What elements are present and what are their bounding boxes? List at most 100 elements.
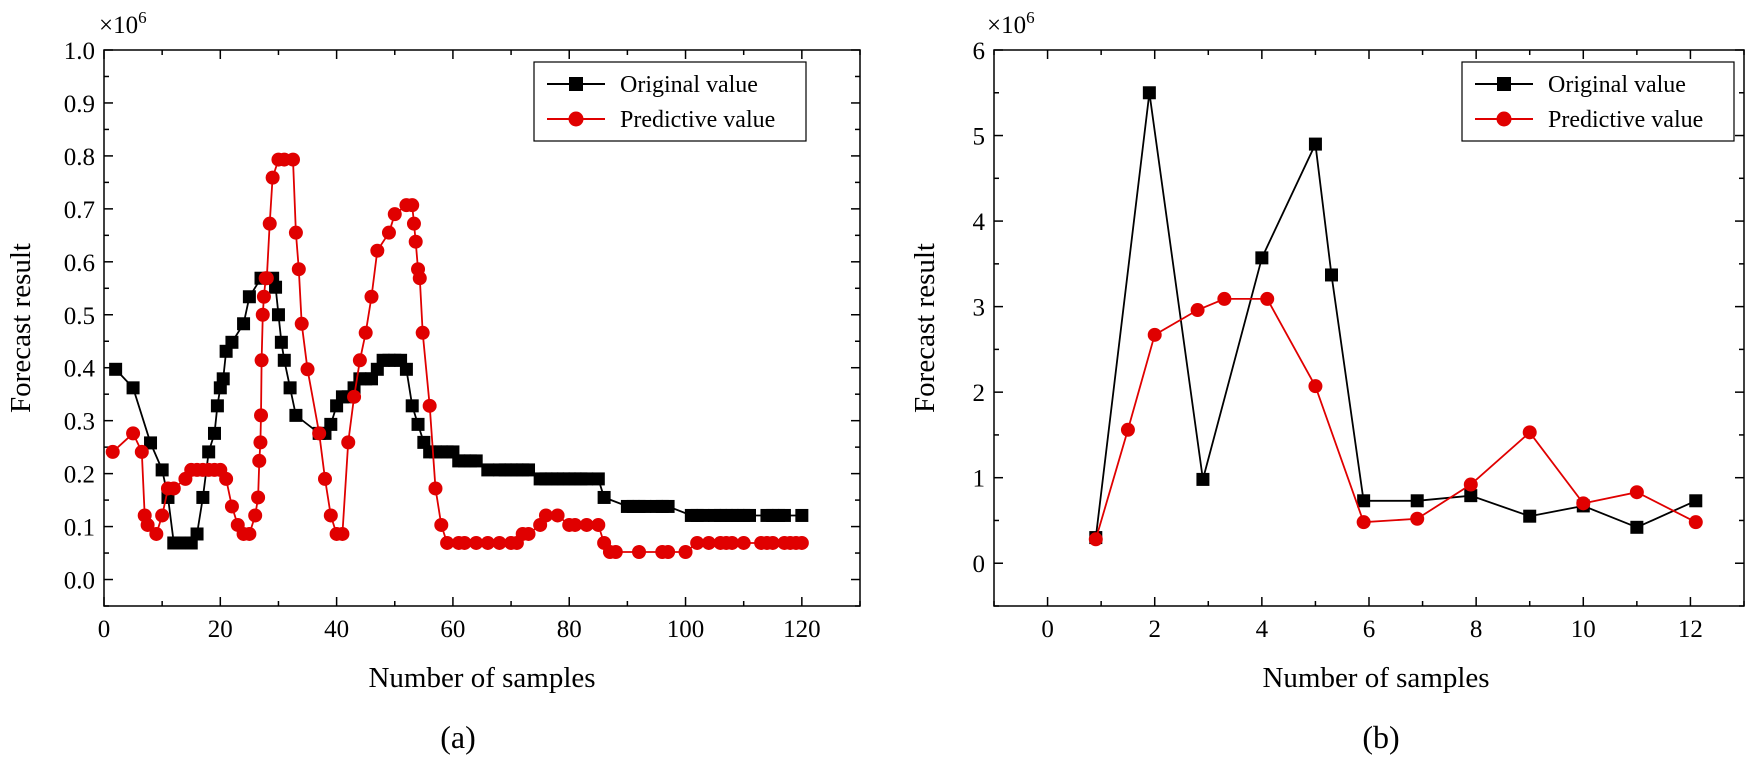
panel-a-x-tick-label: 80 — [557, 616, 582, 643]
panel-a-predictive-point — [550, 508, 565, 523]
panel-a-original-point — [743, 508, 757, 522]
panel-a-y-tick-label: 0.4 — [64, 356, 96, 383]
panel-a-predictive-point — [736, 535, 751, 550]
panel-a-original-point — [696, 508, 710, 522]
panel-a-original-point — [155, 463, 169, 477]
panel-a-original-point — [277, 353, 291, 367]
panel-a-predictive-point — [155, 508, 170, 523]
panel-a-x-tick-label: 120 — [783, 616, 821, 643]
panel-a-predictive-point — [255, 307, 270, 322]
panel-a-predictive-point — [317, 471, 332, 486]
panel-a-y-ticks: 0.0 0.1 0.2 0.3 0.4 0.5 0.6 0.7 0.8 0.9 1.0 — [64, 38, 860, 607]
panel-a-predictive-point — [105, 444, 120, 459]
panel-a-original-point — [411, 417, 425, 431]
panel-b-series — [1088, 86, 1703, 547]
panel-b-y-axis-title: Forecast result — [909, 243, 941, 413]
panel-b-predictive-point — [1522, 425, 1537, 440]
panel-b-original-point — [1689, 494, 1703, 508]
panel-a-legend-label-original: Original value — [620, 72, 758, 98]
panel-a-predictive-point — [286, 152, 300, 167]
panel-a-original-point — [591, 472, 605, 486]
panel-a-predictive-point — [140, 517, 155, 532]
panel-a-predictive-point — [405, 198, 420, 213]
panel-b-y-ticks: 0 1 2 3 4 5 6 — [973, 38, 1744, 607]
panel-a-predictive-point — [457, 535, 472, 550]
panel-a-predictive-point — [406, 216, 421, 231]
panel-a-predictive-point — [259, 271, 274, 286]
panel-b-x-tick-label: 6 — [1363, 616, 1376, 643]
panel-a-predictive-point — [381, 225, 396, 240]
panel-a-predictive-point — [765, 535, 780, 550]
panel-b-x-tick-label: 0 — [1041, 616, 1054, 643]
panel-a-predictive-point — [434, 517, 449, 532]
panel-b-x-tick-label: 8 — [1470, 616, 1483, 643]
panel-b-predictive-line — [1094, 297, 1697, 540]
panel-b-y-tick-label: 0 — [973, 551, 986, 578]
panel-a-original-point — [144, 436, 158, 450]
panel-a-y-tick-label: 1.0 — [64, 38, 95, 65]
panel-a-x-axis-title: Number of samples — [368, 662, 595, 694]
panel-a-y-tick-label: 0.0 — [64, 568, 95, 595]
panel-a-predictive-point — [219, 471, 234, 486]
panel-b-predictive-point — [1576, 496, 1591, 511]
panel-a-predictive-point — [568, 517, 583, 532]
panel-a-original-point — [324, 417, 338, 431]
panel-a-original-point — [271, 308, 285, 322]
panel-a-y-tick-label: 0.7 — [64, 197, 95, 224]
panel-b-legend-marker-predictive — [1496, 111, 1512, 127]
panel-a-label: (a) — [440, 719, 476, 755]
panel-a-predictive-point — [300, 362, 315, 377]
panel-b-original-point — [1325, 268, 1338, 282]
panel-a-original-point — [126, 381, 140, 395]
panel-b-predictive-point — [1308, 379, 1323, 394]
panel-a-original-point — [190, 527, 204, 541]
panel-a-predictive-point — [291, 262, 306, 277]
panel-a-predictive-point — [422, 398, 437, 413]
panel-a-predictive-point — [678, 544, 693, 559]
panel-b-label: (b) — [1362, 719, 1399, 755]
panel-a-predictive-point — [126, 426, 141, 441]
panel-b-predictive-point — [1463, 477, 1478, 492]
panel-a-legend: Original value Predictive value — [533, 61, 807, 142]
panel-a-predictive-point — [242, 526, 257, 541]
panel-a-original-point — [207, 426, 221, 440]
panel-a-predictive-point — [224, 499, 239, 514]
panel-b-predictive-point — [1120, 422, 1135, 437]
panel-a-legend-marker-predictive — [568, 111, 584, 127]
panel-b-x-axis-title: Number of samples — [1262, 662, 1489, 694]
panel-b-predictive-point — [1088, 532, 1103, 547]
panel-b-predictive-point — [1356, 515, 1371, 530]
panel-a-predictive-point — [341, 435, 356, 450]
panel-b-y-tick-label: 2 — [973, 380, 986, 407]
panel-a-legend-marker-original — [569, 77, 583, 91]
panel-a-predictive-point — [538, 508, 553, 523]
panel-a-y-tick-label: 0.8 — [64, 144, 95, 171]
panel-b-original-point — [1255, 251, 1269, 265]
panel-b-original-point — [1308, 137, 1322, 151]
panel-a-y-tick-label: 0.2 — [64, 462, 95, 489]
panel-a-predictive-point — [254, 353, 269, 368]
panel-a-original-point — [216, 372, 230, 386]
panel-a-original-point — [481, 463, 495, 477]
panel-a-predictive-point — [415, 325, 430, 340]
panel-b-x-tick-label: 4 — [1256, 616, 1269, 643]
panel-a-predictive-point — [248, 508, 263, 523]
panel-a-predictive-point — [256, 289, 271, 304]
panel-a-predictive-point — [335, 526, 350, 541]
panel-b-predictive-point — [1217, 291, 1232, 306]
panel-b-original-point — [1410, 494, 1424, 508]
panel-a-y-tick-label: 0.6 — [64, 250, 95, 277]
panel-a-original-point — [399, 362, 413, 376]
panel-a-predictive-point — [408, 234, 423, 249]
panel-a-predictive-point — [253, 435, 268, 450]
panel-a-predictive-point — [521, 526, 536, 541]
panel-a-multiplier: ×106 — [99, 8, 147, 39]
panel-a-predictive-point — [352, 353, 367, 368]
panel-a-original-point — [173, 536, 187, 550]
panel-a-predictive-point — [370, 243, 385, 258]
panel-b-predictive-point — [1688, 515, 1703, 530]
panel-a-predictive-point — [661, 544, 676, 559]
panel-a-predictive-point — [252, 453, 267, 468]
panel-a-original-point — [225, 335, 239, 349]
panel-a-original-point — [109, 362, 123, 376]
